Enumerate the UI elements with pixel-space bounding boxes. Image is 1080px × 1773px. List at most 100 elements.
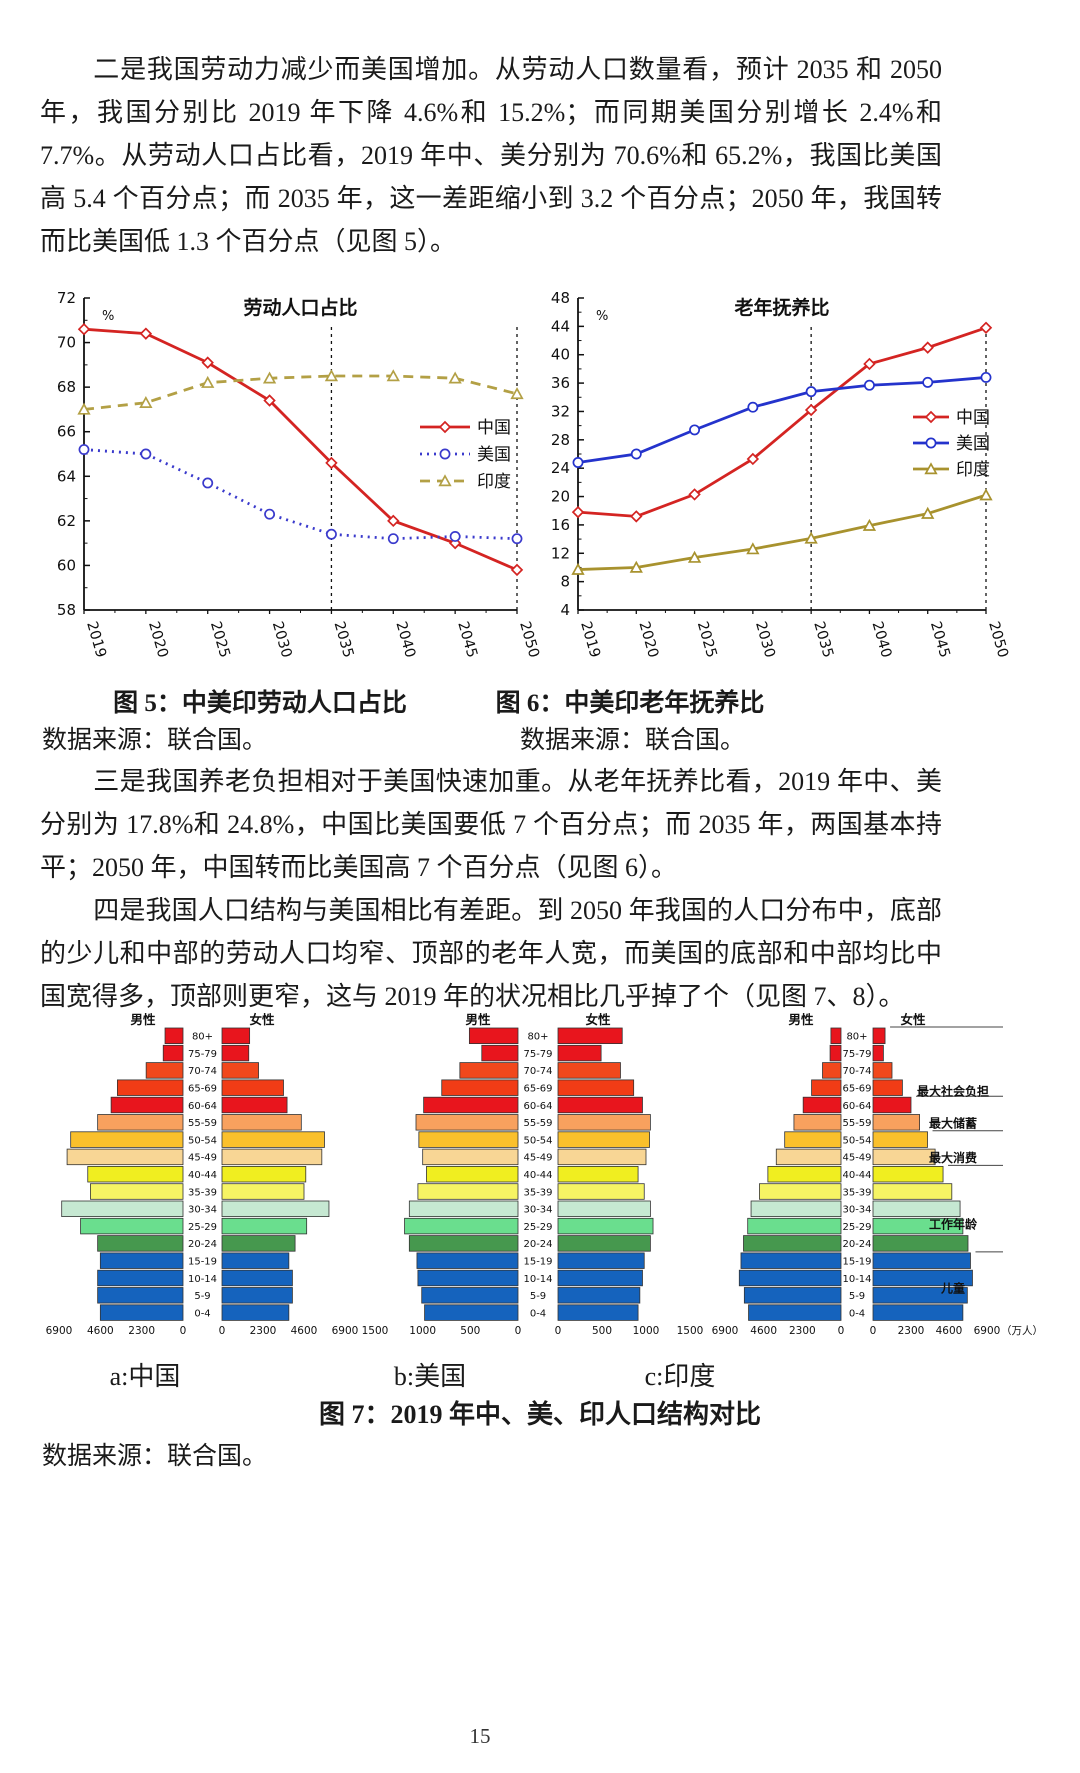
chart-series-line — [577, 376, 987, 464]
axis-tick-label: 6900 — [46, 1325, 73, 1337]
age-group-label: 5-9 — [530, 1291, 546, 1302]
marker-circle — [863, 379, 875, 391]
legend-label: 印度 — [956, 460, 990, 480]
legend-label: 中国 — [956, 408, 990, 428]
pyramid-bar-female — [872, 1269, 973, 1287]
age-group-label: 20-24 — [523, 1239, 552, 1250]
age-group-label: 30-34 — [842, 1205, 871, 1216]
y-tick-label: 58 — [57, 601, 76, 619]
age-group-label: 70-74 — [188, 1066, 217, 1077]
pyramid-bar-female — [872, 1131, 928, 1148]
pyramid-bar-female — [221, 1114, 302, 1131]
pyramid-bar-female — [872, 1148, 936, 1166]
x-tick-label: 2040 — [392, 620, 418, 660]
marker-triangle — [448, 371, 462, 384]
pyramid-bar-male — [422, 1148, 519, 1166]
figure7-caption: 图 7：2019 年中、美、印人口结构对比 — [318, 1400, 761, 1429]
chart-series-line — [83, 448, 518, 541]
figure7-pyramid-usa: 男性 女性 80+ 75-79 70-74 65-69 60-64 55-59 50-54 45-… — [362, 1012, 704, 1337]
x-tick-label: 2025 — [207, 620, 233, 660]
marker-triangle — [804, 531, 818, 544]
marker-diamond — [77, 322, 91, 336]
age-group-label: 55-59 — [188, 1118, 217, 1129]
pyramid-bar-male — [748, 1304, 842, 1321]
pyramid-bar-male — [80, 1217, 184, 1235]
age-group-label: 5-9 — [849, 1291, 865, 1302]
pyramid-bar-female — [221, 1200, 330, 1218]
pyramid-bar-male — [90, 1183, 184, 1200]
pyramid-bar-female — [221, 1062, 259, 1079]
pyramid-bar-male — [418, 1131, 519, 1148]
marker-triangle — [571, 562, 585, 575]
marker-circle — [439, 448, 451, 460]
pyramid-bar-male — [61, 1200, 184, 1218]
x-tick-label: 2045 — [454, 620, 480, 660]
pyramid-bar-male — [415, 1114, 519, 1131]
pyramid-bar-female — [872, 1235, 969, 1252]
axis-tick-label: 2300 — [789, 1325, 816, 1337]
pyramid-bar-male — [162, 1044, 184, 1062]
pyramid-bar-female — [221, 1287, 293, 1304]
pyramid-bar-male — [830, 1027, 842, 1045]
pyramid-bar-male — [404, 1217, 519, 1235]
age-group-label: 30-34 — [188, 1205, 217, 1216]
y-tick-label: 20 — [551, 488, 570, 506]
age-group-label: 5-9 — [194, 1291, 210, 1302]
y-tick-label: 16 — [551, 516, 570, 534]
y-tick-label: 60 — [57, 556, 76, 574]
pyramid-bar-male — [417, 1183, 519, 1200]
age-group-label: 35-39 — [842, 1187, 871, 1198]
age-group-label: 35-39 — [523, 1187, 552, 1198]
pyramid-bar-female — [557, 1287, 641, 1304]
pyramid-bar-female — [221, 1304, 290, 1321]
pyramid-bar-male — [99, 1252, 184, 1269]
pyramid-bar-male — [421, 1287, 519, 1304]
pyramid-bar-male — [738, 1269, 842, 1287]
age-group-label: 40-44 — [842, 1170, 871, 1181]
pyramid-bar-female — [872, 1165, 944, 1183]
pyramid-bar-female — [557, 1183, 645, 1200]
pyramid-bar-male — [740, 1252, 842, 1269]
age-group-label: 65-69 — [523, 1084, 552, 1095]
age-group-label: 10-14 — [842, 1274, 871, 1285]
marker-circle — [925, 437, 937, 449]
age-group-label: 20-24 — [188, 1239, 217, 1250]
marker-triangle — [687, 550, 702, 563]
axis-tick-label: 0 — [180, 1325, 187, 1337]
y-axis-unit-label: % — [102, 309, 114, 324]
marker-circle — [980, 371, 992, 383]
age-group-label: 15-19 — [188, 1257, 217, 1268]
figure7-label-usa: b:美国 — [393, 1362, 467, 1391]
x-tick-label: 2030 — [752, 620, 778, 660]
pyramid-bar-male — [459, 1062, 519, 1079]
marker-triangle — [386, 369, 400, 382]
axis-tick-label: 1000 — [633, 1325, 660, 1337]
age-group-label: 70-74 — [842, 1066, 871, 1077]
age-group-label: 10-14 — [188, 1274, 217, 1285]
age-group-label: 80+ — [192, 1032, 213, 1043]
x-tick-label: 2030 — [269, 620, 295, 660]
pyramid-bar-female — [872, 1096, 912, 1114]
pyramid-bar-male — [426, 1165, 519, 1183]
pyramid-bar-female — [221, 1044, 250, 1062]
pyramid-bar-male — [759, 1183, 842, 1200]
axis-tick-label: 0 — [515, 1325, 522, 1337]
axis-tick-label: 4600 — [936, 1325, 963, 1337]
pyramid-bar-male — [802, 1096, 842, 1114]
pyramid-bar-male — [66, 1148, 184, 1166]
age-group-label: 15-19 — [842, 1257, 871, 1268]
age-group-label: 65-69 — [188, 1084, 217, 1095]
y-tick-label: 24 — [551, 459, 570, 477]
paragraph-labor-force: 二是我国劳动力减少而美国增加。从劳动人口数量看，预计 2035 和 2050 年… — [40, 55, 942, 256]
pyramid-bar-female — [872, 1183, 953, 1200]
pyramid-bar-female — [557, 1027, 623, 1045]
marker-diamond — [688, 488, 701, 501]
age-group-label: 45-49 — [842, 1153, 871, 1164]
marker-diamond — [979, 321, 993, 334]
y-tick-label: 28 — [551, 431, 570, 449]
chart-series-line — [577, 493, 987, 571]
age-group-label: 45-49 — [188, 1153, 217, 1164]
pyramid-bar-male — [117, 1079, 184, 1096]
marker-circle — [572, 457, 584, 468]
